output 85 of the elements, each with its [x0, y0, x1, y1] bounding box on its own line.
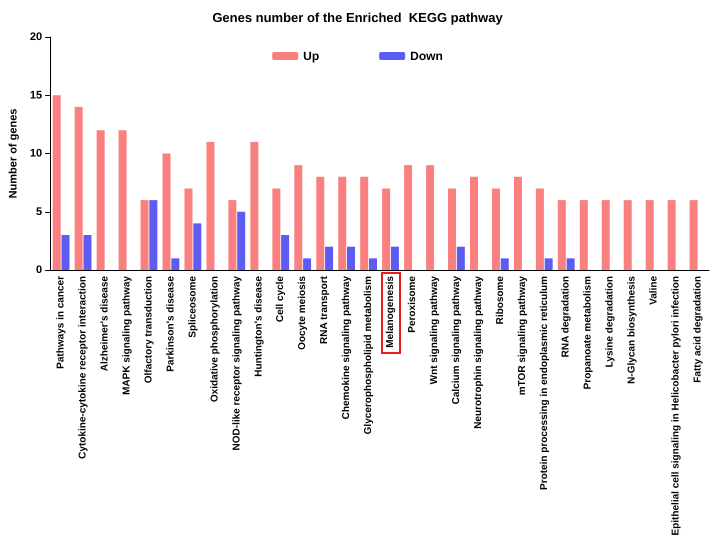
x-tick-label: Ribosome: [494, 276, 506, 324]
legend-label: Down: [410, 49, 443, 63]
bar: [624, 200, 632, 270]
bar: [544, 258, 553, 270]
bar: [492, 188, 500, 270]
bar: [118, 130, 127, 270]
x-tick-label: MAPK signaling pathway: [122, 276, 133, 395]
x-tick-label: Oxidative phosphorylation: [209, 276, 220, 402]
bar: [171, 258, 180, 270]
x-tick-label: Propanoate metabolism: [582, 276, 594, 390]
x-tick-label: Wnt signaling pathway: [428, 276, 440, 384]
x-tick-label: Huntington's disease: [253, 276, 264, 377]
bar: [184, 188, 192, 270]
y-tick-label: 15: [30, 89, 42, 102]
bar: [303, 258, 312, 270]
x-tick-label: Oocyte meiosis: [297, 276, 308, 350]
bar: [83, 235, 92, 270]
bar: [514, 176, 522, 270]
x-tick-label: Olfactory transduction: [143, 276, 154, 384]
x-tick-label: Epithelial cell signaling in Helicobacter pylori infection: [670, 276, 682, 536]
bar: [250, 142, 258, 270]
bar: [140, 200, 149, 270]
x-tick-label: Cytokine-cytokine receptor interaction: [78, 276, 89, 459]
x-tick-label: Chemokine signaling pathway: [341, 276, 352, 420]
bar: [325, 246, 334, 270]
x-tick-label: Cell cycle: [275, 276, 286, 322]
x-tick-label: Spliceosome: [187, 276, 198, 338]
x-tick-label: Valine: [648, 276, 660, 305]
legend-label: Up: [303, 49, 320, 63]
chart-title: Genes number of the Enriched KEGG pathway: [212, 10, 504, 25]
bar: [566, 258, 575, 270]
bar: [470, 176, 478, 270]
x-tick-label: Fatty acid degradation: [692, 276, 704, 383]
bar: [646, 200, 654, 270]
bar: [448, 188, 456, 270]
bar: [404, 165, 412, 270]
x-tick-label: Peroxisome: [407, 276, 418, 333]
x-tick-label: NOD-like receptor signaling pathway: [231, 276, 242, 450]
bar: [602, 200, 610, 270]
bar: [74, 106, 83, 270]
x-tick-label: Lysine degradation: [604, 276, 616, 368]
bar: [668, 200, 676, 270]
x-tick-label: Protein processing in endoplasmic reticulum: [538, 276, 550, 490]
x-tick-label: Melanogenesis: [385, 276, 396, 348]
x-tick-label: mTOR signaling pathway: [516, 276, 528, 396]
x-tick-label: RNA transport: [319, 275, 330, 344]
bar: [281, 235, 290, 270]
bar: [690, 200, 698, 270]
x-tick-label: Alzheimer's disease: [100, 276, 111, 372]
bar: [316, 176, 324, 270]
x-tick-label: Neurotrophin signaling pathway: [472, 276, 484, 429]
bar: [52, 95, 61, 270]
bar: [338, 176, 346, 270]
bar: [62, 235, 70, 270]
bar: [237, 212, 246, 270]
bar: [294, 165, 302, 270]
y-axis-title: Number of genes: [8, 108, 20, 198]
bar: [149, 200, 158, 270]
x-tick-label: Glycerophospholipid metabolism: [363, 276, 374, 434]
bar: [96, 130, 105, 270]
x-tick-label: Calcium signaling pathway: [450, 276, 462, 404]
bar: [390, 246, 399, 270]
x-tick-label: RNA degradation: [560, 276, 572, 358]
bar: [536, 188, 544, 270]
bar: [368, 258, 377, 270]
y-tick-label: 20: [30, 31, 42, 43]
bar: [193, 223, 202, 270]
bar: [272, 188, 280, 270]
bar: [360, 176, 368, 270]
bar: [580, 200, 588, 270]
bar: [228, 200, 236, 270]
y-tick-label: 0: [36, 264, 42, 276]
bar: [382, 188, 390, 270]
x-tick-label: Parkinson's disease: [165, 276, 176, 372]
x-tick-label: N-Glycan biosynthesis: [626, 276, 638, 384]
y-tick-label: 5: [36, 206, 42, 218]
x-tick-label: Pathways in cancer: [56, 276, 67, 369]
bar: [206, 142, 214, 270]
y-tick-label: 10: [30, 148, 42, 160]
bar: [347, 246, 356, 270]
bar: [426, 165, 434, 270]
bar: [456, 246, 465, 270]
bar: [162, 154, 171, 270]
bar: [500, 258, 509, 270]
bar: [558, 200, 566, 270]
